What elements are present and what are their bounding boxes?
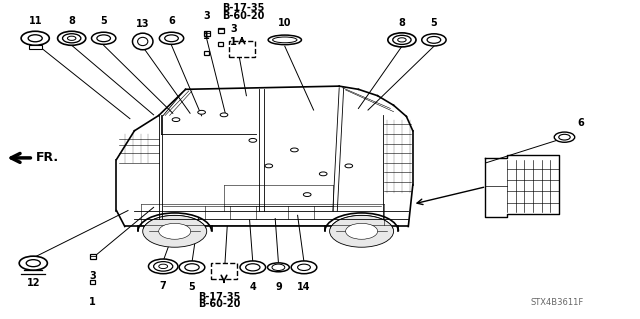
Circle shape <box>67 36 76 41</box>
Circle shape <box>330 215 394 247</box>
Ellipse shape <box>268 263 289 272</box>
Circle shape <box>298 264 310 271</box>
Text: B-60-20: B-60-20 <box>222 11 264 21</box>
Bar <box>211 263 237 279</box>
Ellipse shape <box>273 37 297 43</box>
Circle shape <box>422 34 446 46</box>
Text: B-17-35: B-17-35 <box>222 3 264 13</box>
Bar <box>218 42 223 46</box>
Bar <box>204 51 209 55</box>
Circle shape <box>272 264 285 271</box>
Circle shape <box>291 148 298 152</box>
Bar <box>229 41 255 57</box>
Ellipse shape <box>138 37 148 46</box>
Text: 3: 3 <box>204 11 210 21</box>
Circle shape <box>554 132 575 142</box>
Text: 6: 6 <box>577 118 584 128</box>
Circle shape <box>291 261 317 274</box>
Circle shape <box>393 35 411 44</box>
Text: 1: 1 <box>90 297 96 307</box>
Ellipse shape <box>132 33 153 50</box>
Circle shape <box>159 223 191 239</box>
Bar <box>90 254 96 259</box>
Circle shape <box>388 33 416 47</box>
Text: B-17-35: B-17-35 <box>198 292 241 302</box>
Circle shape <box>63 34 81 43</box>
Circle shape <box>58 31 86 45</box>
Text: 3: 3 <box>230 24 237 34</box>
Circle shape <box>319 172 327 176</box>
Circle shape <box>159 264 168 269</box>
Text: 5: 5 <box>189 282 195 292</box>
Text: 8: 8 <box>399 18 405 28</box>
Text: STX4B3611F: STX4B3611F <box>530 298 584 307</box>
Text: 12: 12 <box>26 278 40 287</box>
Text: 1: 1 <box>230 37 237 48</box>
Circle shape <box>303 193 311 197</box>
Circle shape <box>172 118 180 122</box>
Circle shape <box>265 164 273 168</box>
Text: 3: 3 <box>90 271 96 281</box>
Text: 4: 4 <box>250 282 256 292</box>
Circle shape <box>220 113 228 117</box>
Circle shape <box>159 32 184 44</box>
Circle shape <box>26 260 40 267</box>
Bar <box>90 280 95 284</box>
Text: 14: 14 <box>297 282 311 292</box>
Bar <box>221 269 227 274</box>
Circle shape <box>154 262 173 271</box>
Circle shape <box>346 223 378 239</box>
Text: 5: 5 <box>100 16 107 26</box>
Text: 7: 7 <box>160 281 166 291</box>
Text: 11: 11 <box>28 16 42 26</box>
Circle shape <box>240 261 266 274</box>
Circle shape <box>21 31 49 45</box>
Circle shape <box>246 264 260 271</box>
Text: 8: 8 <box>68 16 75 26</box>
Ellipse shape <box>268 35 301 45</box>
Bar <box>29 45 42 49</box>
Circle shape <box>28 35 42 42</box>
Circle shape <box>427 36 441 43</box>
Circle shape <box>148 259 178 274</box>
Circle shape <box>397 38 406 42</box>
Text: 5: 5 <box>431 18 437 28</box>
Circle shape <box>179 261 205 274</box>
Text: FR.: FR. <box>36 152 59 164</box>
Text: 9: 9 <box>275 282 282 292</box>
Circle shape <box>97 35 111 42</box>
Circle shape <box>92 32 116 44</box>
Text: 10: 10 <box>278 18 292 28</box>
Bar <box>218 28 224 33</box>
Circle shape <box>185 264 199 271</box>
Text: B-60-20: B-60-20 <box>198 299 241 309</box>
Circle shape <box>249 138 257 142</box>
Text: 1: 1 <box>204 31 210 41</box>
Bar <box>239 47 245 52</box>
Circle shape <box>559 134 570 140</box>
Circle shape <box>164 35 179 42</box>
Circle shape <box>19 256 47 270</box>
Circle shape <box>345 164 353 168</box>
Circle shape <box>143 215 207 247</box>
Text: 6: 6 <box>168 16 175 26</box>
Text: 13: 13 <box>136 19 150 29</box>
Bar <box>204 31 210 36</box>
Circle shape <box>198 110 205 114</box>
